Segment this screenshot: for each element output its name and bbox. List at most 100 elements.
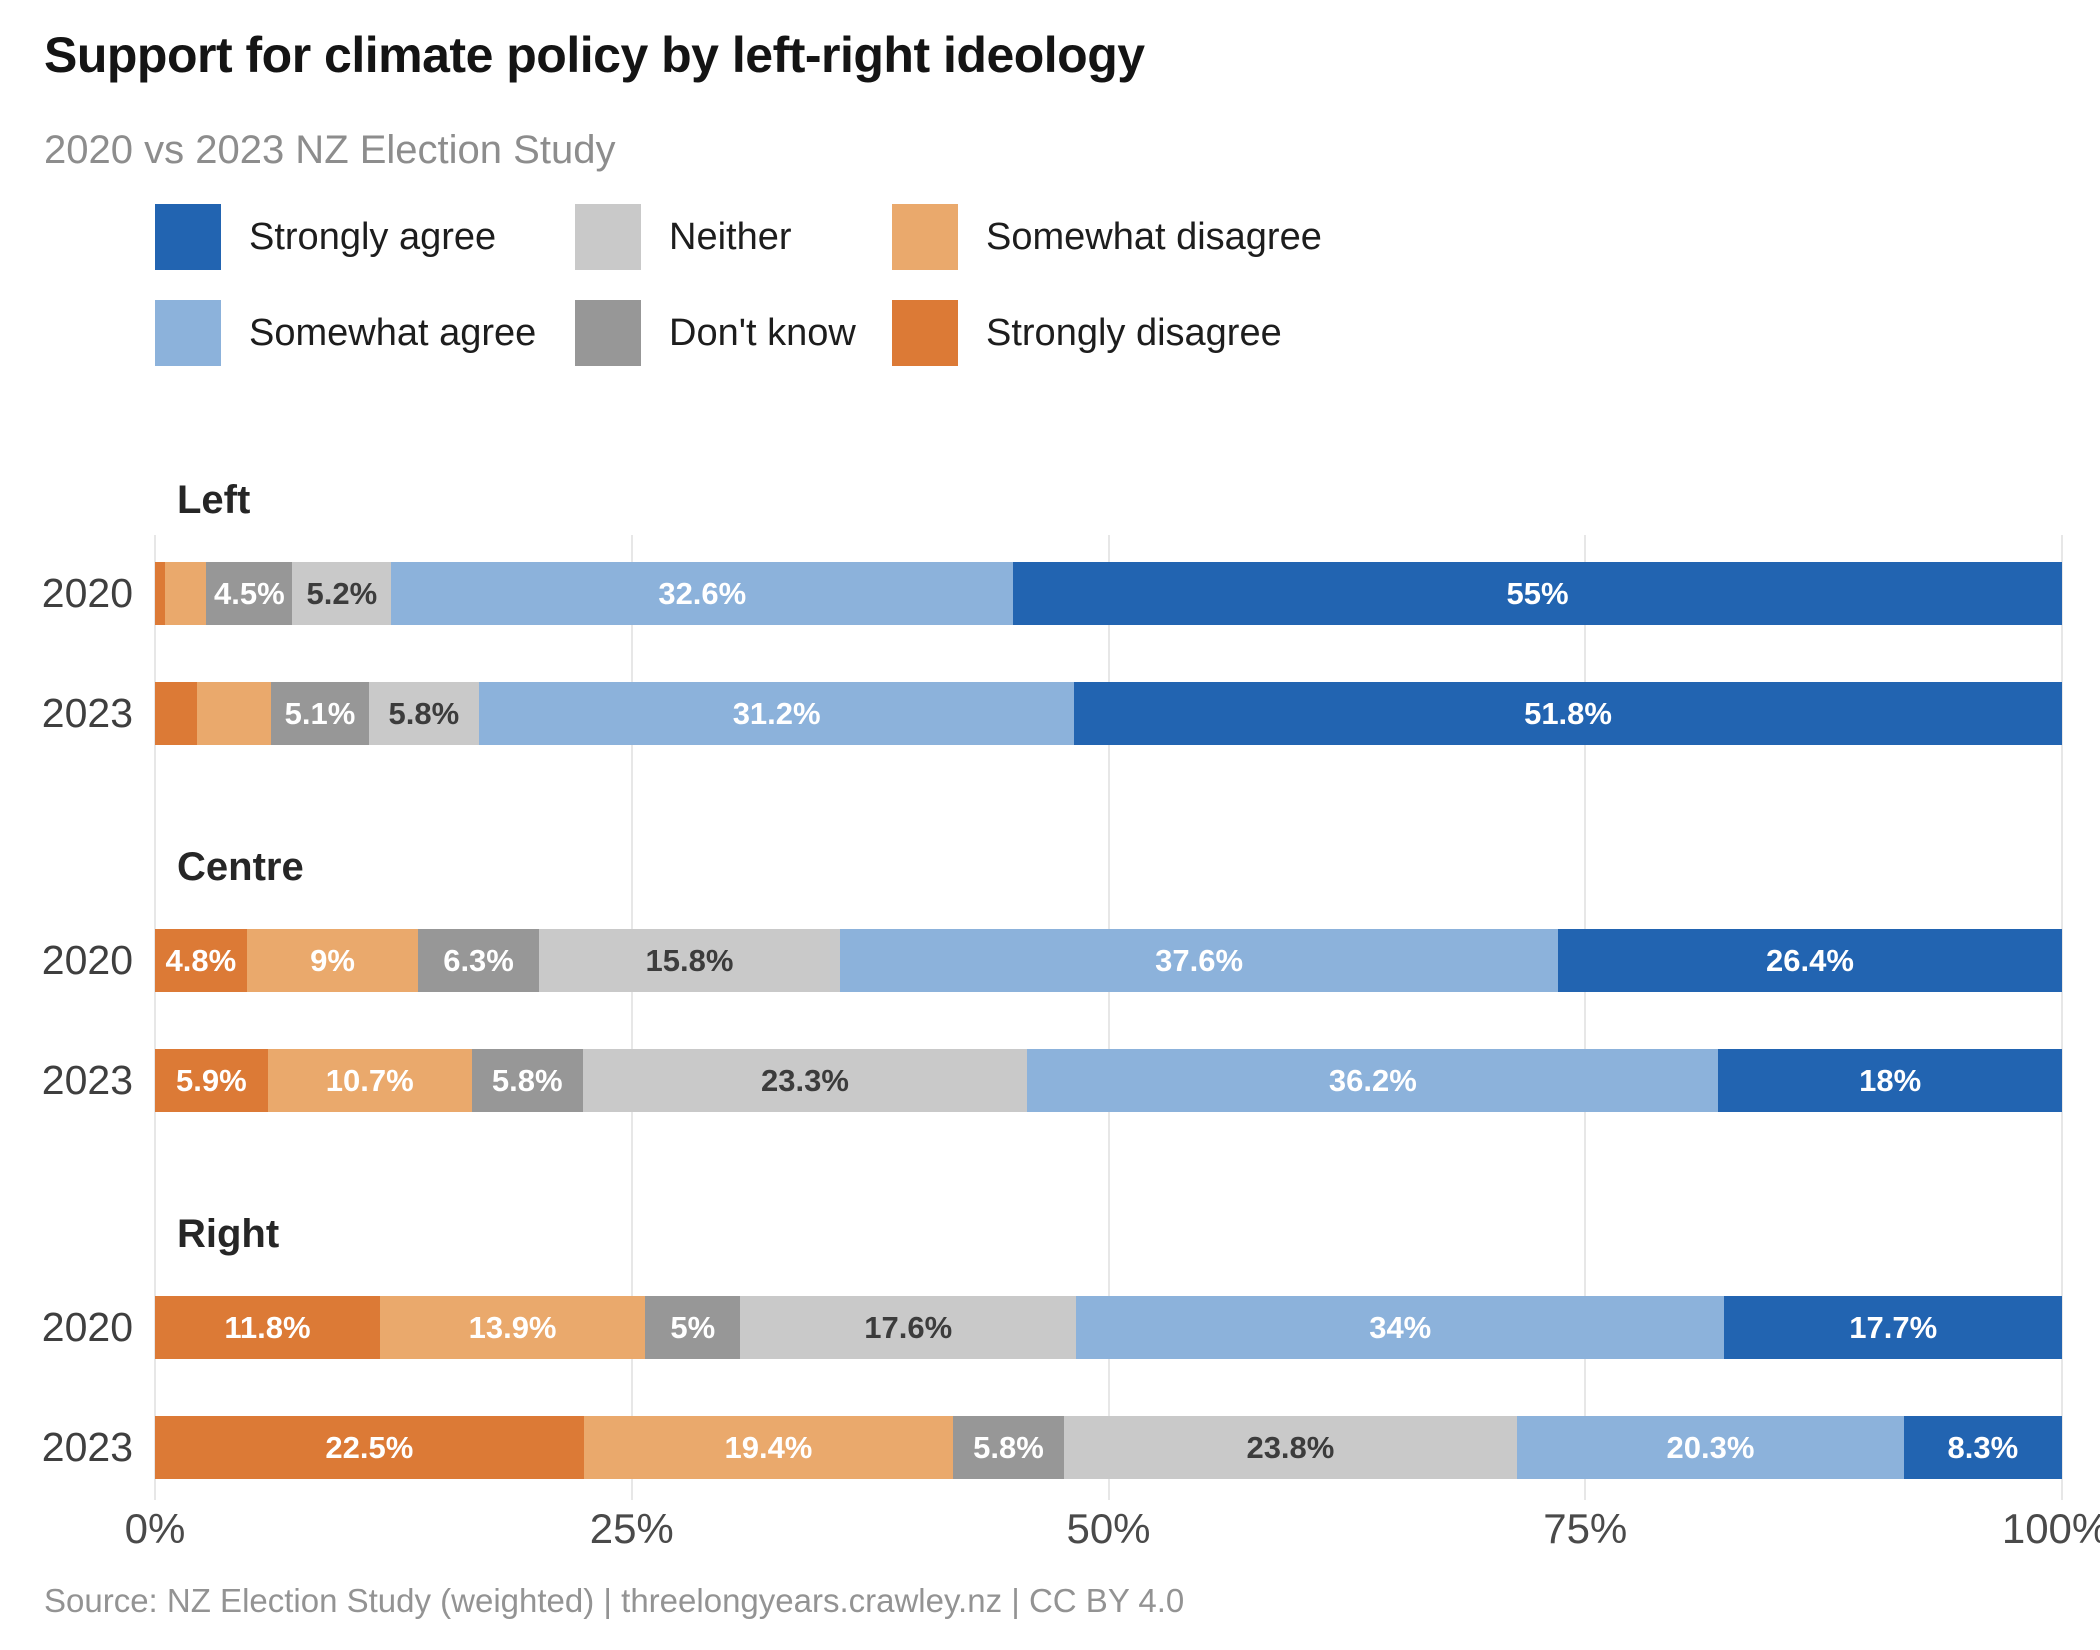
legend-label-somewhat-agree: Somewhat agree: [249, 311, 537, 354]
gridline-0: [154, 535, 156, 1500]
stacked-bar-centre-2023: 5.9% 10.7% 5.8% 23.3% 36.2% 18%: [155, 1049, 2062, 1112]
chart-title: Support for climate policy by left-right…: [44, 27, 1145, 83]
x-tick-100: 100%: [2001, 1505, 2100, 1552]
legend-label-don-t-know: Don't know: [669, 311, 856, 354]
gridline-50: [1107, 535, 1110, 1500]
legend-item-strongly-disagree: Strongly disagree: [892, 300, 1282, 366]
bar-segment-somewhat-agree: 37.6%: [840, 929, 1558, 992]
year-label-right-2023: 2023: [41, 1424, 133, 1470]
x-tick-25: 25%: [589, 1505, 674, 1552]
legend-item-strongly-agree: Strongly agree: [155, 204, 496, 270]
bar-segment-somewhat-disagree: 13.9%: [380, 1296, 646, 1359]
legend-item-somewhat-agree: Somewhat agree: [155, 300, 536, 366]
bar-value-label: 23.3%: [761, 1062, 849, 1098]
bar-segment-somewhat-agree: 34%: [1076, 1296, 1725, 1359]
legend-swatch-strongly-disagree: [892, 300, 958, 366]
bar-value-label: 5.1%: [284, 695, 356, 731]
legend-label-strongly-disagree: Strongly disagree: [986, 311, 1282, 354]
bar-value-label: 36.2%: [1328, 1062, 1417, 1098]
bar-segment-somewhat-agree: 36.2%: [1027, 1049, 1719, 1112]
x-tick-75: 75%: [1543, 1505, 1628, 1552]
bar-segment-strongly-agree: 17.7%: [1724, 1296, 2062, 1359]
bar-value-label: 13.9%: [468, 1309, 557, 1345]
bar-value-label: 19.4%: [724, 1429, 813, 1465]
bar-value-label: 4.5%: [214, 575, 285, 611]
legend-item-somewhat-disagree: Somewhat disagree: [892, 204, 1322, 270]
bar-segment-neither: 15.8%: [538, 929, 841, 992]
source-note: Source: NZ Election Study (weighted) | t…: [44, 1582, 1185, 1619]
bar-segment-somewhat-disagree: 10.7%: [267, 1049, 472, 1112]
bar-segment-somewhat-agree: 20.3%: [1517, 1416, 1904, 1479]
legend: Strongly agree Neither Somewhat disagree So…: [155, 204, 2062, 374]
bar-segment-strongly-disagree: 5.9%: [155, 1049, 268, 1112]
bar-value-label: 5.8%: [491, 1062, 563, 1098]
legend-swatch-somewhat-disagree: [892, 204, 958, 270]
bar-value-label: 4.8%: [165, 942, 237, 978]
bar-segment-strongly-disagree: 4.8%: [155, 929, 247, 992]
legend-swatch-neither: [575, 204, 641, 270]
bar-value-label: 5%: [670, 1309, 716, 1345]
bar-value-label: 5.8%: [388, 695, 460, 731]
bar-segment-strongly-agree: 26.4%: [1558, 929, 2062, 992]
bar-value-label: 11.8%: [224, 1309, 311, 1345]
bar-value-label: 6.3%: [443, 942, 514, 978]
stacked-bar-left-2020: 4.5% 5.2% 32.6% 55%: [155, 562, 2062, 625]
bar-value-label: 37.6%: [1155, 942, 1244, 978]
stacked-bar-right-2023: 22.5% 19.4% 5.8% 23.8% 20.3% 8.3%: [155, 1416, 2062, 1479]
bar-value-label: 26.4%: [1766, 942, 1854, 978]
year-label-centre-2020: 2020: [41, 937, 133, 983]
year-label-left-2023: 2023: [41, 690, 133, 736]
bar-value-label: 17.6%: [864, 1309, 953, 1345]
bar-value-label: 32.6%: [658, 575, 747, 611]
x-tick-0: 0%: [124, 1505, 186, 1552]
legend-swatch-strongly-agree: [155, 204, 221, 270]
bar-segment-somewhat-disagree: 9%: [246, 929, 419, 992]
bar-segment-neither: 23.3%: [582, 1049, 1028, 1112]
stacked-bar-right-2020: 11.8% 13.9% 5% 17.6% 34% 17.7%: [155, 1296, 2062, 1359]
group-title-right: Right: [177, 1212, 280, 1256]
bar-value-label: 31.2%: [732, 695, 821, 731]
bar-value-label: 22.5%: [325, 1429, 414, 1465]
bar-value-label: 5.9%: [175, 1062, 247, 1098]
legend-item-don-t-know: Don't know: [575, 300, 856, 366]
bar-value-label: 34%: [1369, 1309, 1432, 1345]
group-title-centre: Centre: [177, 845, 304, 889]
bar-segment-somewhat-agree: 32.6%: [391, 562, 1014, 625]
bar-segment-don-t-know: 5.8%: [471, 1049, 583, 1112]
bar-segment-strongly-disagree: 22.5%: [155, 1416, 584, 1479]
gridline-100: [2061, 535, 2063, 1500]
bar-value-label: 9%: [310, 942, 355, 978]
bar-segment-strongly-agree: 55%: [1013, 562, 2062, 625]
year-label-centre-2023: 2023: [41, 1057, 133, 1103]
legend-swatch-don-t-know: [575, 300, 641, 366]
bar-segment-somewhat-disagree: [164, 562, 207, 625]
bar-segment-neither: 23.8%: [1063, 1416, 1518, 1479]
bar-segment-somewhat-disagree: 19.4%: [583, 1416, 954, 1479]
bar-value-label: 8.3%: [1947, 1429, 2019, 1465]
bar-segment-don-t-know: 5.1%: [271, 682, 369, 745]
x-tick-50: 50%: [1066, 1505, 1151, 1552]
bar-value-label: 23.8%: [1246, 1429, 1335, 1465]
bar-value-label: 18%: [1859, 1062, 1922, 1098]
bar-segment-strongly-agree: 8.3%: [1903, 1416, 2062, 1479]
bar-segment-strongly-agree: 51.8%: [1074, 682, 2062, 745]
chart-subtitle: 2020 vs 2023 NZ Election Study: [44, 128, 616, 172]
bar-segment-strongly-agree: 18%: [1718, 1049, 2062, 1112]
bar-segment-strongly-disagree: [155, 562, 165, 625]
bar-segment-neither: 5.8%: [368, 682, 480, 745]
gridline-75: [1584, 535, 1587, 1500]
stacked-bar-left-2023: 5.1% 5.8% 31.2% 51.8%: [155, 682, 2062, 745]
legend-label-somewhat-disagree: Somewhat disagree: [986, 215, 1322, 258]
bar-segment-strongly-disagree: 11.8%: [155, 1296, 381, 1359]
bar-segment-somewhat-agree: 31.2%: [479, 682, 1075, 745]
bar-value-label: 5.8%: [973, 1429, 1044, 1465]
bar-segment-neither: 5.2%: [292, 562, 392, 625]
year-label-right-2020: 2020: [41, 1304, 133, 1350]
bar-value-label: 10.7%: [325, 1062, 414, 1098]
plot-area: Left 2020 4.5% 5.2% 32.6% 55% 2023 5.1% 5.8% 31.2…: [42, 0, 2100, 1650]
legend-label-strongly-agree: Strongly agree: [249, 215, 497, 258]
gridline-25: [630, 535, 633, 1500]
group-title-left: Left: [177, 478, 251, 522]
bar-segment-don-t-know: 4.5%: [206, 562, 293, 625]
